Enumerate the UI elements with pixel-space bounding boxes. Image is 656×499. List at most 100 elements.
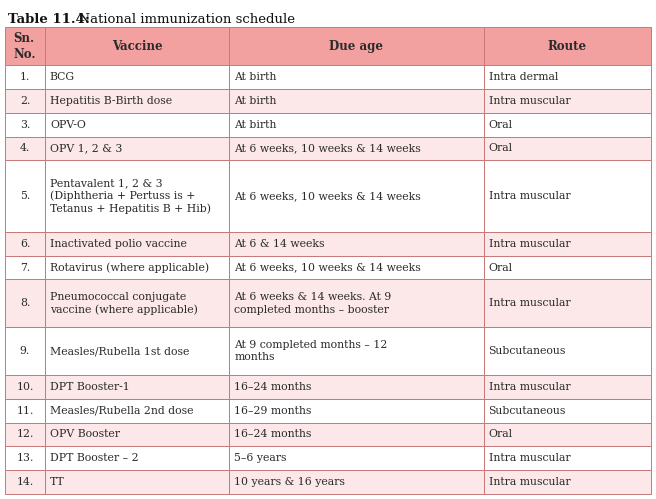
Bar bbox=[5, 255, 45, 279]
Text: 7.: 7. bbox=[20, 262, 30, 272]
Text: DPT Booster – 2: DPT Booster – 2 bbox=[50, 453, 138, 463]
Text: Hepatitis B-Birth dose: Hepatitis B-Birth dose bbox=[50, 96, 172, 106]
Bar bbox=[230, 446, 483, 470]
Bar bbox=[483, 89, 651, 113]
Text: Oral: Oral bbox=[489, 430, 512, 440]
Text: 5–6 years: 5–6 years bbox=[234, 453, 287, 463]
Text: At birth: At birth bbox=[234, 120, 277, 130]
Text: Oral: Oral bbox=[489, 262, 512, 272]
Bar bbox=[5, 113, 45, 137]
Text: Inactivated polio vaccine: Inactivated polio vaccine bbox=[50, 239, 187, 249]
Bar bbox=[230, 327, 483, 375]
Bar bbox=[483, 327, 651, 375]
Bar bbox=[483, 470, 651, 494]
Bar bbox=[5, 423, 45, 446]
Bar bbox=[483, 279, 651, 327]
Bar bbox=[483, 160, 651, 232]
Bar bbox=[5, 399, 45, 423]
Text: At 6 weeks & 14 weeks. At 9
completed months – booster: At 6 weeks & 14 weeks. At 9 completed mo… bbox=[234, 292, 392, 314]
Bar bbox=[230, 255, 483, 279]
Bar bbox=[5, 160, 45, 232]
Bar bbox=[5, 89, 45, 113]
Bar bbox=[5, 232, 45, 255]
Text: DPT Booster-1: DPT Booster-1 bbox=[50, 382, 130, 392]
Text: Route: Route bbox=[548, 39, 587, 52]
Text: Oral: Oral bbox=[489, 120, 512, 130]
Text: 11.: 11. bbox=[16, 406, 33, 416]
Text: 8.: 8. bbox=[20, 298, 30, 308]
Text: Measles/Rubella 1st dose: Measles/Rubella 1st dose bbox=[50, 346, 189, 356]
Bar bbox=[45, 255, 230, 279]
Text: 4.: 4. bbox=[20, 143, 30, 153]
Text: TT: TT bbox=[50, 477, 65, 487]
Bar bbox=[230, 137, 483, 160]
Text: 10.: 10. bbox=[16, 382, 33, 392]
Bar bbox=[230, 375, 483, 399]
Bar bbox=[45, 279, 230, 327]
Bar bbox=[230, 423, 483, 446]
Bar bbox=[483, 399, 651, 423]
Text: Pneumococcal conjugate
vaccine (where applicable): Pneumococcal conjugate vaccine (where ap… bbox=[50, 292, 197, 315]
Text: OPV 1, 2 & 3: OPV 1, 2 & 3 bbox=[50, 143, 122, 153]
Bar bbox=[483, 232, 651, 255]
Text: Subcutaneous: Subcutaneous bbox=[489, 406, 566, 416]
Bar bbox=[5, 27, 45, 65]
Text: Intra muscular: Intra muscular bbox=[489, 477, 570, 487]
Bar bbox=[45, 470, 230, 494]
Text: Intra muscular: Intra muscular bbox=[489, 453, 570, 463]
Bar bbox=[230, 470, 483, 494]
Bar bbox=[5, 65, 45, 89]
Bar bbox=[45, 399, 230, 423]
Bar bbox=[5, 279, 45, 327]
Text: At 6 weeks, 10 weeks & 14 weeks: At 6 weeks, 10 weeks & 14 weeks bbox=[234, 143, 421, 153]
Text: Sn.
No.: Sn. No. bbox=[14, 31, 36, 60]
Bar bbox=[5, 327, 45, 375]
Bar bbox=[483, 375, 651, 399]
Bar bbox=[483, 65, 651, 89]
Bar bbox=[45, 375, 230, 399]
Bar bbox=[230, 89, 483, 113]
Text: Intra dermal: Intra dermal bbox=[489, 72, 558, 82]
Bar bbox=[230, 232, 483, 255]
Text: 6.: 6. bbox=[20, 239, 30, 249]
Text: At 6 weeks, 10 weeks & 14 weeks: At 6 weeks, 10 weeks & 14 weeks bbox=[234, 262, 421, 272]
Text: Vaccine: Vaccine bbox=[112, 39, 163, 52]
Bar bbox=[230, 113, 483, 137]
Text: 16–29 months: 16–29 months bbox=[234, 406, 312, 416]
Text: Due age: Due age bbox=[329, 39, 383, 52]
Bar bbox=[45, 160, 230, 232]
Text: 13.: 13. bbox=[16, 453, 33, 463]
Text: OPV Booster: OPV Booster bbox=[50, 430, 120, 440]
Text: Subcutaneous: Subcutaneous bbox=[489, 346, 566, 356]
Bar bbox=[230, 279, 483, 327]
Bar bbox=[45, 89, 230, 113]
Bar bbox=[230, 160, 483, 232]
Text: National immunization schedule: National immunization schedule bbox=[70, 13, 295, 26]
Bar bbox=[483, 27, 651, 65]
Bar bbox=[5, 137, 45, 160]
Text: Measles/Rubella 2nd dose: Measles/Rubella 2nd dose bbox=[50, 406, 194, 416]
Text: At 9 completed months – 12
months: At 9 completed months – 12 months bbox=[234, 340, 388, 362]
Text: 3.: 3. bbox=[20, 120, 30, 130]
Text: 1.: 1. bbox=[20, 72, 30, 82]
Text: 16–24 months: 16–24 months bbox=[234, 382, 312, 392]
Bar bbox=[5, 446, 45, 470]
Text: 9.: 9. bbox=[20, 346, 30, 356]
Text: Intra muscular: Intra muscular bbox=[489, 382, 570, 392]
Bar bbox=[230, 27, 483, 65]
Bar bbox=[483, 137, 651, 160]
Bar bbox=[45, 446, 230, 470]
Text: Rotavirus (where applicable): Rotavirus (where applicable) bbox=[50, 262, 209, 273]
Bar bbox=[483, 446, 651, 470]
Text: 12.: 12. bbox=[16, 430, 33, 440]
Text: 16–24 months: 16–24 months bbox=[234, 430, 312, 440]
Text: Intra muscular: Intra muscular bbox=[489, 239, 570, 249]
Bar bbox=[483, 113, 651, 137]
Bar bbox=[45, 327, 230, 375]
Text: Oral: Oral bbox=[489, 143, 512, 153]
Text: At birth: At birth bbox=[234, 72, 277, 82]
Bar bbox=[45, 65, 230, 89]
Bar bbox=[45, 137, 230, 160]
Text: 10 years & 16 years: 10 years & 16 years bbox=[234, 477, 345, 487]
Bar bbox=[230, 399, 483, 423]
